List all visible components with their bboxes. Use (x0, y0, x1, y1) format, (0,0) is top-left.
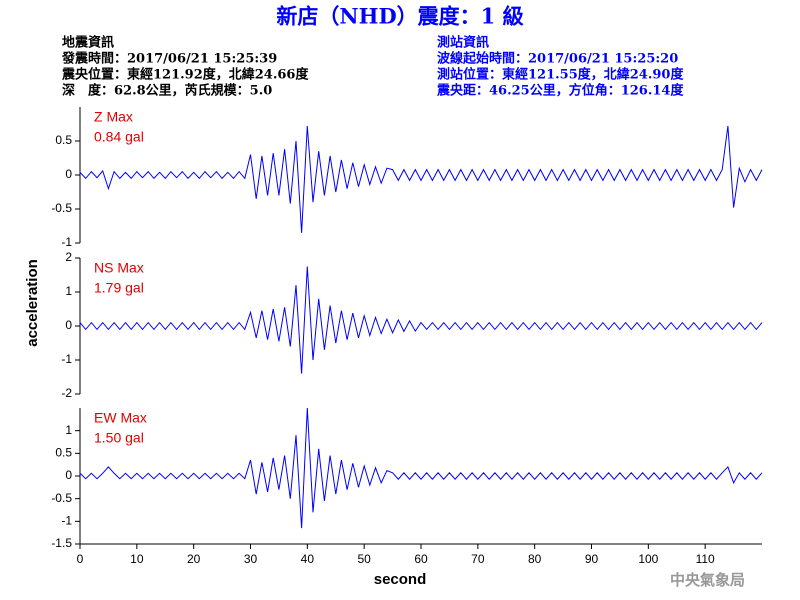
info-line: 測站位置：東經121.55度，北緯24.90度 (437, 67, 684, 83)
x-tick-label: 10 (130, 552, 144, 566)
x-tick-label: 80 (528, 552, 542, 566)
y-axis-label: acceleration (24, 259, 41, 347)
info-line: 測站資訊 (437, 35, 489, 51)
x-tick-label: 20 (187, 552, 201, 566)
info-line: 震央距：46.25公里，方位角：126.14度 (436, 83, 684, 99)
series-name: NS Max (94, 260, 144, 276)
waveform (79, 407, 763, 529)
y-tick-label: -2 (61, 386, 72, 400)
y-tick-label: 0 (65, 318, 72, 332)
y-tick-label: -0.5 (51, 491, 72, 505)
y-tick-label: 1 (65, 284, 72, 298)
x-tick-label: 50 (357, 552, 371, 566)
info-line: 震央位置：東經121.92度，北緯24.66度 (61, 67, 309, 83)
chart-title: 新店（NHD）震度：1 級 (276, 4, 523, 29)
x-tick-label: 110 (696, 552, 715, 566)
x-axis-label: second (374, 571, 427, 588)
waveform (79, 266, 763, 374)
info-line: 發震時間：2017/06/21 15:25:39 (61, 51, 277, 67)
y-tick-label: 2 (65, 250, 72, 264)
x-tick-label: 100 (638, 552, 658, 566)
y-tick-label: -1 (61, 514, 72, 528)
y-tick-label: 0.5 (55, 446, 72, 460)
y-tick-label: 0.5 (55, 133, 72, 147)
info-line: 波線起始時間：2017/06/21 15:25:20 (437, 51, 678, 67)
info-line: 地震資訊 (62, 35, 114, 51)
footer: 中央氣象局 (670, 571, 745, 589)
series-name: Z Max (94, 109, 133, 125)
y-tick-label: 0 (65, 167, 72, 181)
max-label: 1.50 gal (94, 430, 144, 446)
series-name: EW Max (94, 410, 147, 426)
y-tick-label: -1 (61, 235, 72, 249)
y-tick-label: 1 (65, 423, 72, 437)
info-line: 深 度：62.8公里，芮氏規模：5.0 (62, 83, 272, 99)
x-tick-label: 0 (77, 552, 84, 566)
waveform (79, 125, 763, 233)
y-tick-label: 0 (65, 468, 72, 482)
y-tick-label: -1.5 (51, 536, 72, 550)
y-tick-label: -1 (61, 352, 72, 366)
x-tick-label: 60 (414, 552, 428, 566)
max-label: 0.84 gal (94, 129, 144, 145)
x-tick-label: 40 (301, 552, 315, 566)
x-tick-label: 70 (471, 552, 485, 566)
x-tick-label: 90 (585, 552, 599, 566)
x-tick-label: 30 (244, 552, 258, 566)
y-tick-label: -0.5 (51, 201, 72, 215)
max-label: 1.79 gal (94, 280, 144, 296)
